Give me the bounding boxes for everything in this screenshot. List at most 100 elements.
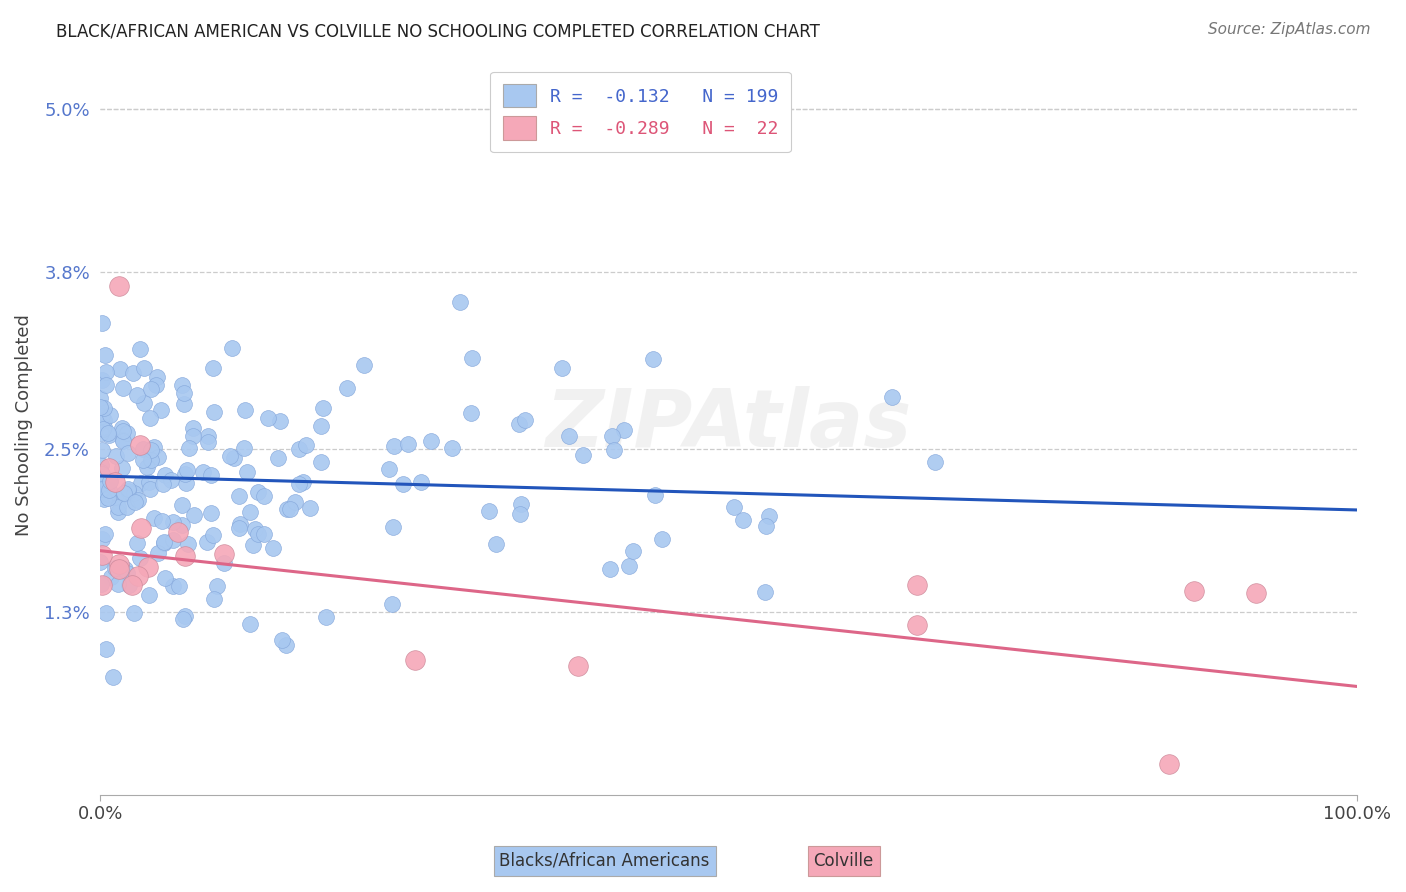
Point bbox=[112, 486, 135, 500]
Point bbox=[1182, 584, 1205, 599]
Point bbox=[599, 562, 621, 576]
Point bbox=[224, 451, 246, 466]
Point bbox=[112, 381, 135, 395]
Point bbox=[129, 521, 152, 535]
Point bbox=[170, 498, 193, 512]
Point bbox=[128, 342, 150, 356]
Point bbox=[723, 500, 745, 514]
Point bbox=[183, 508, 205, 522]
Point bbox=[139, 411, 162, 425]
Point bbox=[143, 440, 166, 454]
Point bbox=[93, 401, 115, 416]
Point bbox=[91, 443, 114, 458]
Point bbox=[162, 579, 184, 593]
Point bbox=[420, 434, 443, 448]
Point bbox=[104, 475, 127, 490]
Point bbox=[124, 495, 146, 509]
Point bbox=[91, 467, 114, 481]
Point bbox=[315, 609, 337, 624]
Point bbox=[256, 410, 278, 425]
Point bbox=[239, 617, 262, 632]
Point bbox=[557, 429, 579, 443]
Point bbox=[484, 537, 506, 551]
Point bbox=[91, 316, 114, 330]
Point bbox=[110, 421, 132, 435]
Point bbox=[460, 406, 482, 420]
Point bbox=[91, 549, 114, 563]
Point bbox=[139, 443, 162, 458]
Point bbox=[98, 483, 121, 498]
Point bbox=[148, 546, 170, 560]
Point bbox=[245, 522, 267, 536]
Point bbox=[924, 455, 946, 469]
Point bbox=[132, 442, 155, 456]
Point bbox=[139, 482, 162, 496]
Point bbox=[122, 367, 145, 381]
Point bbox=[174, 549, 197, 563]
Point bbox=[132, 453, 155, 467]
Point bbox=[101, 670, 124, 684]
Point bbox=[228, 489, 250, 503]
Point bbox=[91, 483, 114, 497]
Point bbox=[176, 463, 198, 477]
Point bbox=[567, 659, 589, 673]
Point bbox=[174, 476, 197, 491]
Point bbox=[603, 442, 626, 457]
Point bbox=[115, 500, 138, 515]
Point bbox=[905, 617, 928, 632]
Point bbox=[138, 475, 160, 489]
Legend: R =  -0.132   N = 199, R =  -0.289   N =  22: R = -0.132 N = 199, R = -0.289 N = 22 bbox=[491, 71, 792, 153]
Point bbox=[167, 578, 190, 592]
Point bbox=[731, 513, 754, 527]
Point bbox=[121, 578, 143, 592]
Point bbox=[89, 400, 111, 414]
Point bbox=[155, 571, 177, 585]
Point bbox=[136, 459, 159, 474]
Point bbox=[295, 438, 318, 452]
Point bbox=[127, 569, 149, 583]
Point bbox=[202, 591, 225, 606]
Point bbox=[200, 507, 222, 521]
Point bbox=[621, 543, 644, 558]
Point bbox=[1157, 756, 1180, 771]
Point bbox=[98, 460, 121, 475]
Point bbox=[160, 473, 183, 487]
Point bbox=[153, 535, 176, 549]
Point bbox=[132, 395, 155, 409]
Point bbox=[93, 420, 115, 434]
Point bbox=[309, 455, 332, 469]
Point bbox=[111, 434, 134, 448]
Point bbox=[478, 504, 501, 518]
Point bbox=[90, 577, 112, 591]
Point bbox=[172, 377, 194, 392]
Point bbox=[619, 558, 641, 573]
Point bbox=[93, 491, 115, 506]
Point bbox=[177, 441, 200, 455]
Point bbox=[94, 378, 117, 392]
Point bbox=[172, 612, 194, 626]
Point bbox=[94, 642, 117, 657]
Text: Colville: Colville bbox=[814, 852, 873, 870]
Point bbox=[98, 409, 121, 423]
Point bbox=[221, 342, 243, 356]
Point bbox=[167, 525, 190, 540]
Y-axis label: No Schooling Completed: No Schooling Completed bbox=[15, 314, 32, 536]
Point bbox=[100, 475, 122, 489]
Point bbox=[353, 358, 375, 372]
Point bbox=[104, 561, 127, 575]
Point bbox=[235, 465, 257, 479]
Point bbox=[136, 560, 159, 574]
Point bbox=[162, 515, 184, 529]
Point bbox=[288, 442, 311, 456]
Point bbox=[153, 536, 176, 550]
Point bbox=[173, 609, 195, 624]
Point bbox=[299, 500, 322, 515]
Point bbox=[152, 514, 174, 528]
Point bbox=[149, 403, 172, 417]
Point bbox=[176, 537, 198, 551]
Point bbox=[122, 486, 145, 500]
Point bbox=[129, 551, 152, 566]
Point bbox=[108, 558, 131, 572]
Point bbox=[91, 373, 114, 387]
Point bbox=[112, 424, 135, 438]
